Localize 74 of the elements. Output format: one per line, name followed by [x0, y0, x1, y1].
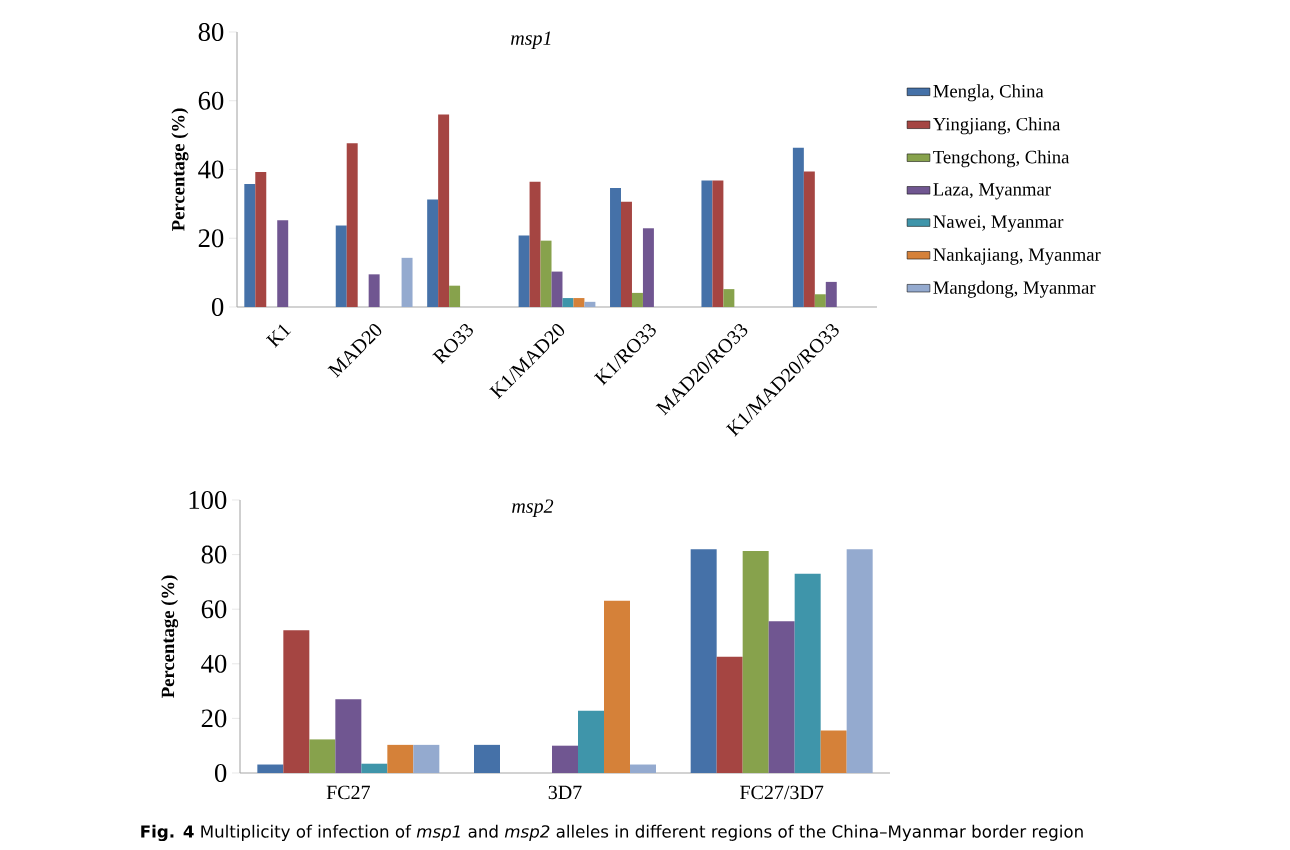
bar: [518, 235, 530, 307]
x-tick-label: FC27/3D7: [740, 785, 824, 800]
bar: [768, 621, 795, 773]
bar: [529, 181, 541, 307]
legend-label: Yingjiang, China: [933, 117, 1061, 135]
bar: [578, 710, 604, 773]
bar: [825, 281, 837, 307]
bar: [846, 549, 873, 773]
bar: [630, 764, 656, 773]
legend-label: Laza, Myanmar: [933, 183, 1051, 200]
bar: [361, 763, 388, 773]
x-tick-label: K1: [265, 324, 292, 348]
bar: [573, 298, 585, 307]
bar: [742, 551, 769, 773]
bar: [309, 739, 336, 773]
chart-title: msp2: [512, 499, 554, 517]
y-tick-label: 80: [201, 545, 227, 564]
bar: [723, 289, 735, 307]
bar: [562, 298, 574, 307]
bar: [540, 240, 552, 307]
bar: [610, 188, 621, 307]
bar: [620, 201, 632, 307]
bar: [335, 225, 347, 307]
bar: [820, 730, 847, 773]
bar: [551, 271, 563, 307]
bar: [552, 745, 578, 773]
x-tick-label: 3D7: [548, 785, 582, 800]
y-tick-label: 20: [198, 229, 224, 248]
bar: [257, 764, 284, 773]
y-tick-label: 40: [201, 654, 227, 673]
bar: [283, 630, 310, 773]
y-axis-title: Percentage (%): [161, 575, 179, 698]
legend-label: Mangdong, Myanmar: [933, 280, 1096, 298]
bar: [701, 180, 713, 307]
bar: [346, 143, 358, 307]
legend-label: Tengchong, China: [933, 150, 1070, 168]
bar: [803, 171, 815, 307]
bar: [368, 274, 380, 307]
bar: [631, 292, 643, 307]
bar: [604, 600, 630, 773]
y-tick-label: 100: [189, 490, 227, 509]
bar: [449, 285, 461, 307]
legend-label: Mengla, China: [933, 84, 1044, 102]
y-tick-label: 60: [201, 600, 227, 619]
bar: [277, 220, 289, 307]
bar: [438, 114, 450, 307]
bar: [716, 656, 743, 773]
legend-label: Nawei, Myanmar: [933, 215, 1064, 232]
bar: [255, 171, 267, 307]
bar: [427, 199, 439, 307]
bar: [387, 744, 414, 773]
bar: [794, 573, 821, 773]
y-tick-label: 80: [198, 23, 224, 41]
bar: [474, 744, 500, 773]
y-tick-label: 0: [211, 298, 224, 316]
y-tick-label: 40: [198, 160, 224, 179]
y-tick-label: 60: [198, 91, 224, 110]
bar: [792, 147, 804, 307]
chart-title: msp1: [511, 31, 551, 49]
bar: [690, 549, 717, 773]
bar: [413, 744, 440, 773]
bar: [814, 294, 826, 307]
bar: [584, 301, 596, 307]
x-tick-label: FC27: [326, 785, 370, 800]
y-tick-label: 20: [201, 709, 227, 728]
y-axis-title: Percentage (%): [171, 108, 189, 231]
bar: [642, 228, 654, 307]
legend-label: Nankajiang, Myanmar: [933, 247, 1101, 265]
bar: [712, 180, 724, 307]
text: Fig. 4 Multiplicity of infection of msp1 and msp2 alleles in different regions of the China–Myanmar border region: [141, 824, 1083, 842]
y-tick-label: 0: [214, 763, 227, 782]
bar: [244, 183, 256, 307]
bar: [335, 699, 362, 773]
bar: [401, 257, 413, 307]
